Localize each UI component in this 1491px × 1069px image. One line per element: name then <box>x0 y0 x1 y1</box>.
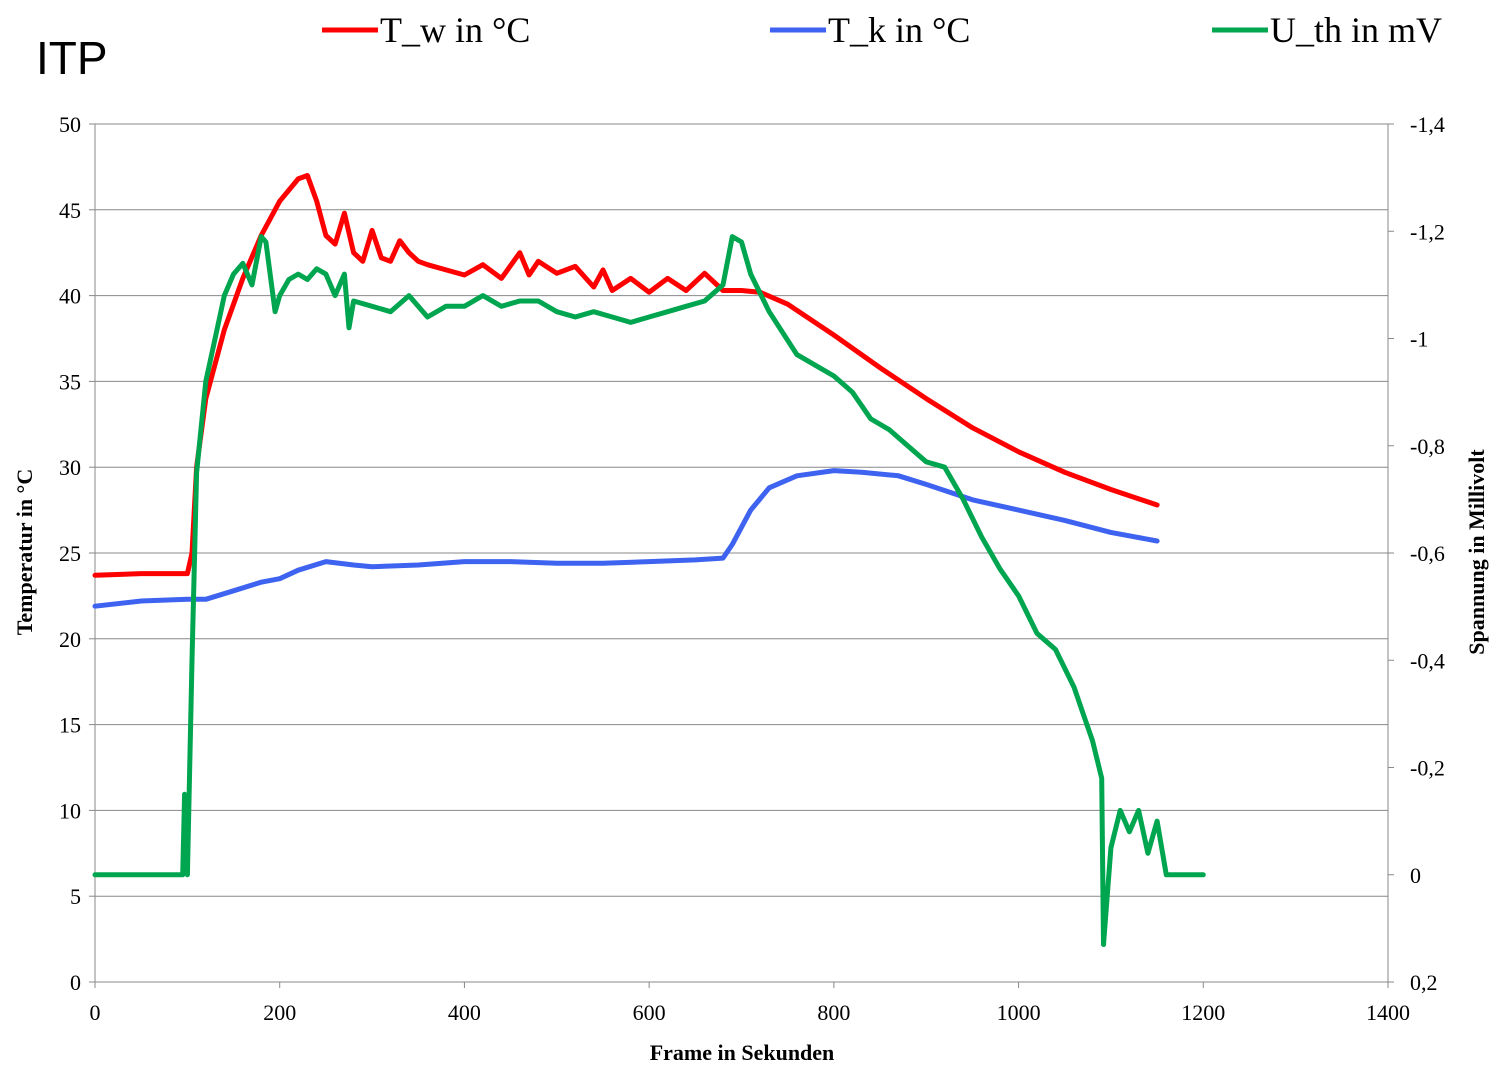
y2-tick-label: -0,6 <box>1410 541 1445 566</box>
legend: T_w in °C T_k in °C U_th in mV <box>322 10 1442 50</box>
series-line-uth <box>92 234 1206 947</box>
y-tick-label: 5 <box>70 884 81 909</box>
y-axis-right: 0,2 0 -0,2 -0,4 -0,6 -0,8 -1 -1,2 -1,4 <box>1388 112 1445 995</box>
y-tick-label: 50 <box>59 112 81 137</box>
x-tick-label: 1000 <box>997 1000 1041 1025</box>
y-tick-label: 45 <box>59 198 81 223</box>
y2-tick-label: -0,8 <box>1410 434 1445 459</box>
legend-label-tw: T_w in °C <box>380 10 530 50</box>
y-tick-label: 20 <box>59 627 81 652</box>
x-axis: 0 200 400 600 800 1000 1200 1400 <box>90 982 1410 1025</box>
series-line-tw <box>92 173 1160 578</box>
series-lines <box>92 173 1206 947</box>
y-tick-label: 30 <box>59 455 81 480</box>
y-tick-label: 35 <box>59 369 81 394</box>
corner-label: ITP <box>36 32 108 84</box>
x-tick-label: 600 <box>633 1000 666 1025</box>
gridlines <box>95 123 1388 983</box>
x-tick-label: 400 <box>448 1000 481 1025</box>
y-axis-title: Temperatur in °C <box>12 469 37 635</box>
y2-tick-label: 0,2 <box>1410 970 1438 995</box>
y2-tick-label: -0,2 <box>1410 756 1445 781</box>
y-axis-left: 0 5 10 15 20 25 30 35 40 45 50 <box>59 112 95 995</box>
legend-label-tk: T_k in °C <box>828 10 970 50</box>
y-tick-label: 0 <box>70 970 81 995</box>
y-tick-label: 10 <box>59 798 81 823</box>
x-axis-title: Frame in Sekunden <box>650 1040 835 1065</box>
y2-tick-label: -0,4 <box>1410 648 1445 673</box>
legend-label-uth: U_th in mV <box>1270 10 1442 50</box>
y2-axis-title: Spannung in Millivolt <box>1464 449 1489 655</box>
y-tick-label: 25 <box>59 541 81 566</box>
legend-item-tw: T_w in °C <box>322 10 530 50</box>
y2-tick-label: -1,4 <box>1410 112 1445 137</box>
x-tick-label: 1400 <box>1366 1000 1410 1025</box>
y-tick-label: 15 <box>59 713 81 738</box>
x-tick-label: 1200 <box>1181 1000 1225 1025</box>
legend-item-tk: T_k in °C <box>770 10 970 50</box>
series-line-tk <box>92 468 1160 609</box>
x-tick-label: 800 <box>817 1000 850 1025</box>
x-tick-label: 200 <box>263 1000 296 1025</box>
y-tick-label: 40 <box>59 284 81 309</box>
legend-item-uth: U_th in mV <box>1212 10 1442 50</box>
y2-tick-label: 0 <box>1410 863 1421 888</box>
y2-tick-label: -1,2 <box>1410 219 1445 244</box>
x-tick-label: 0 <box>90 1000 101 1025</box>
y2-tick-label: -1 <box>1410 327 1428 352</box>
